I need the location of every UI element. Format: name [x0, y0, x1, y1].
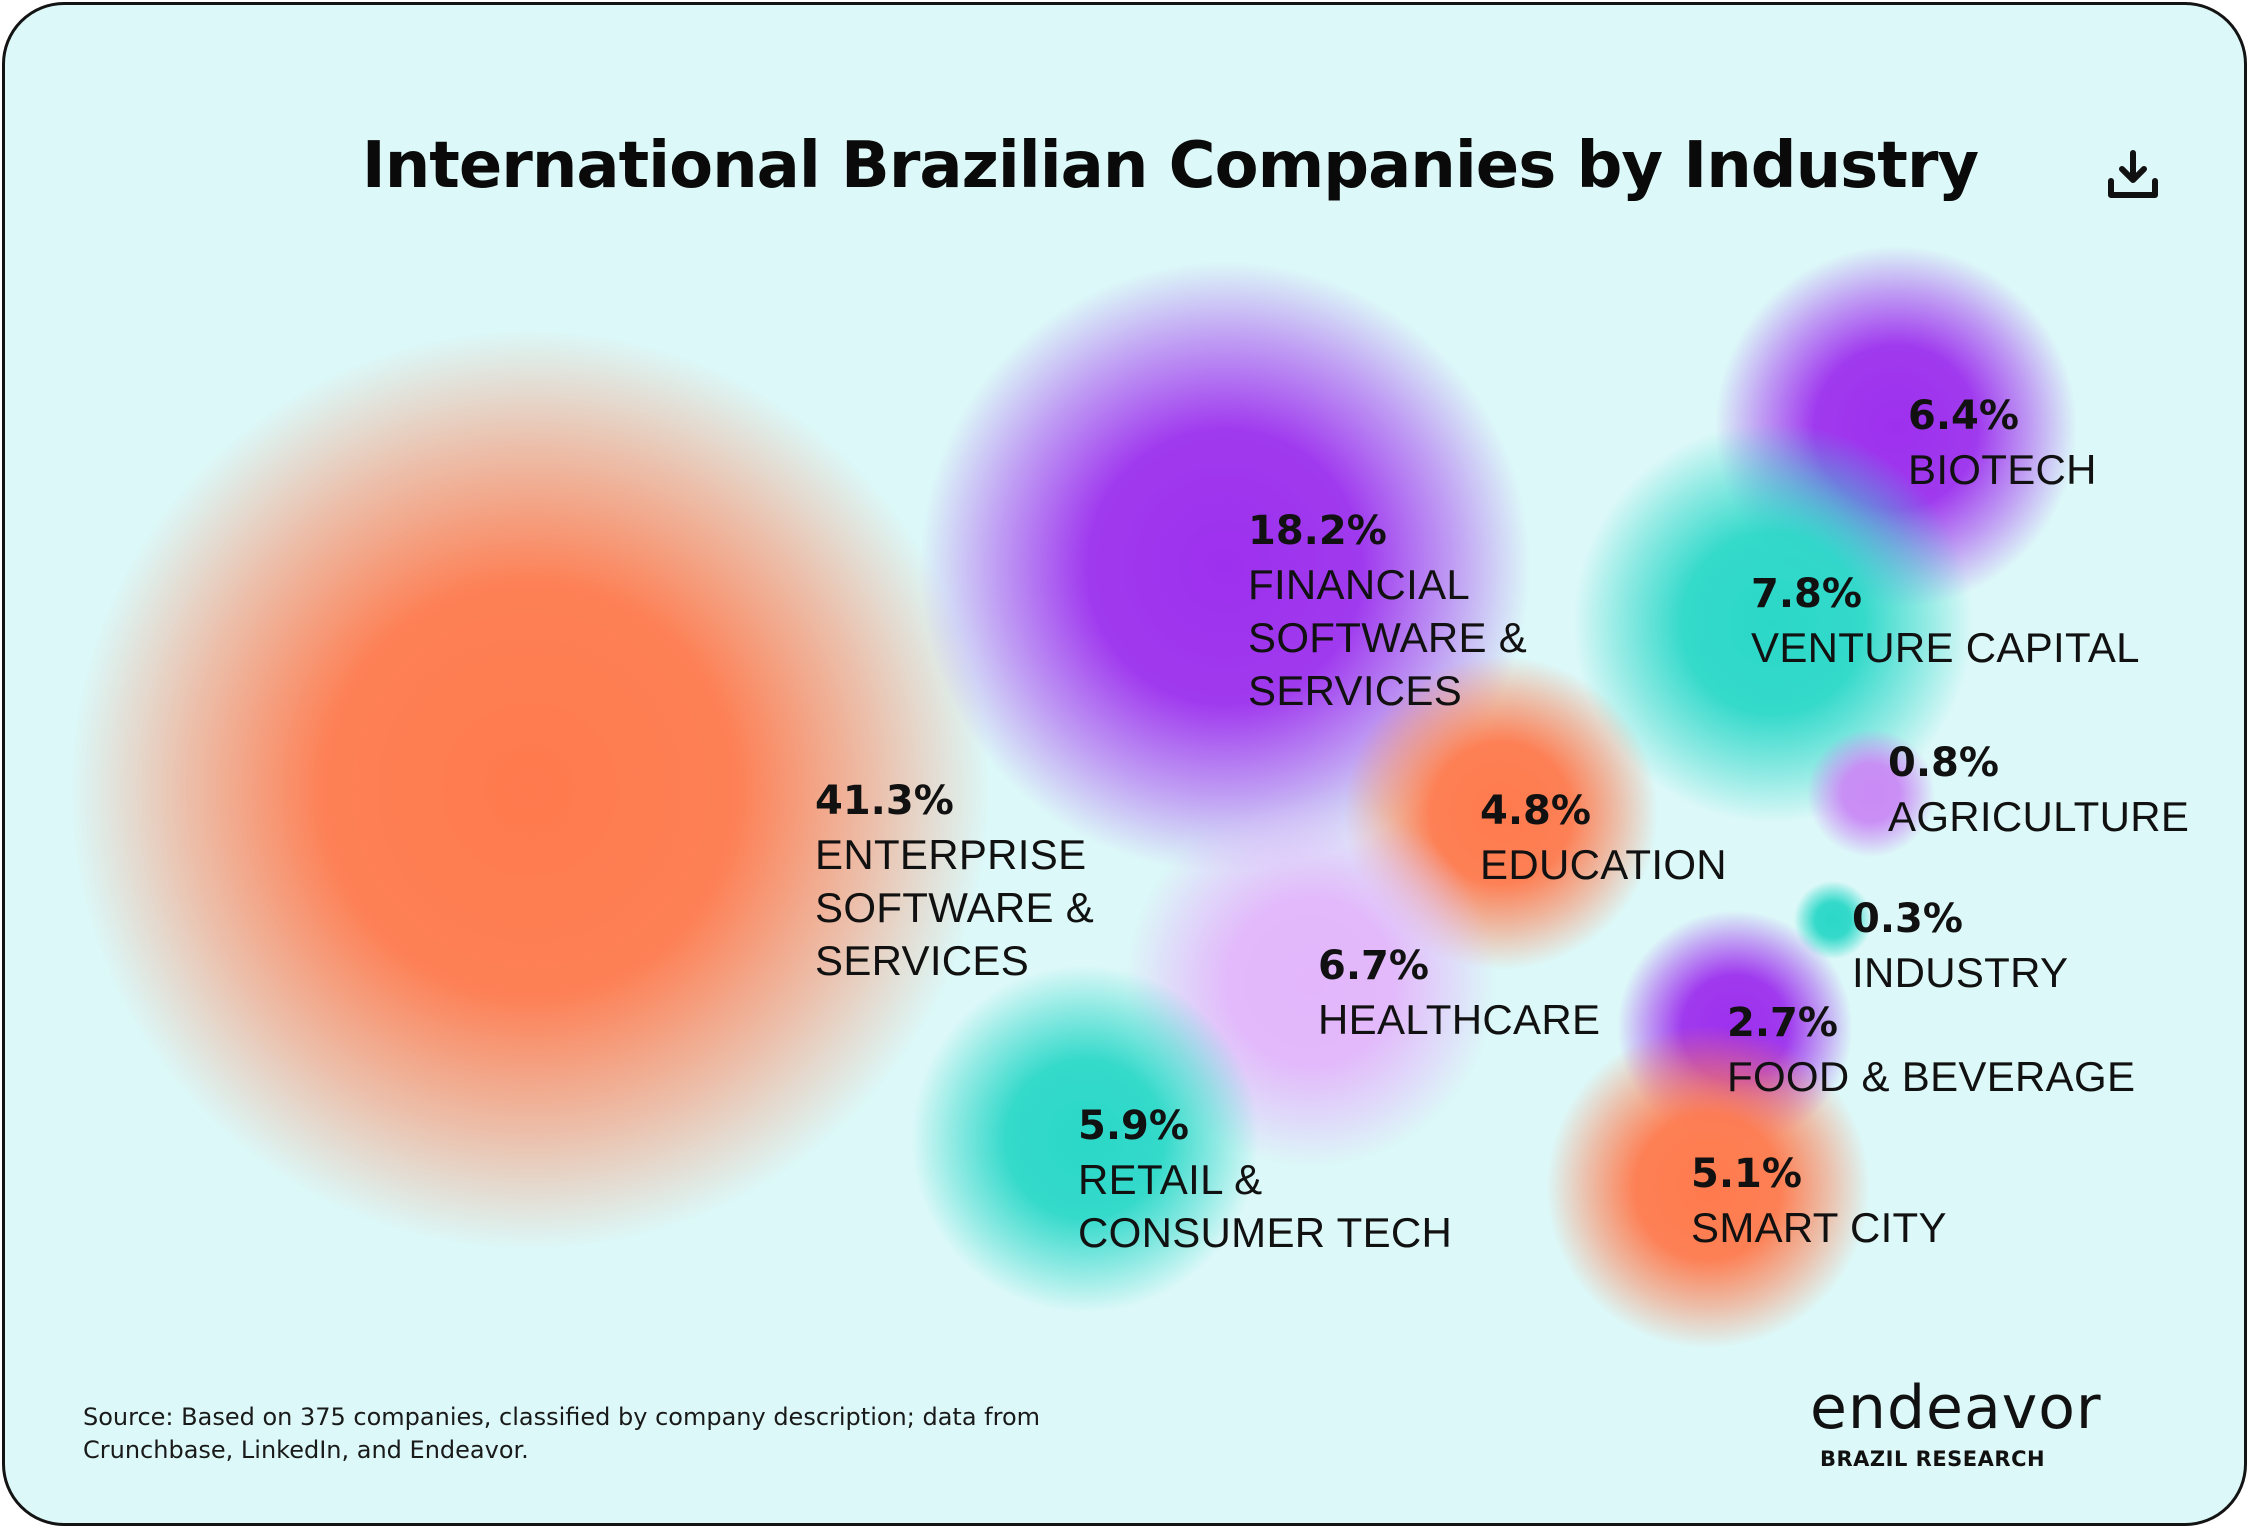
bubble-venture-capital — [1573, 423, 1973, 823]
value-label: 0.8% — [1888, 740, 1999, 786]
category-label: EDUCATION — [1480, 841, 1727, 888]
category-label: VENTURE CAPITAL — [1751, 624, 2140, 671]
category-label: INDUSTRY — [1852, 949, 2069, 996]
value-label: 2.7% — [1727, 1000, 1838, 1046]
data-label: 0.8% AGRICULTURE — [1888, 737, 2189, 843]
data-label: 7.8% VENTURE CAPITAL — [1751, 568, 2140, 674]
chart-title: International Brazilian Companies by Ind… — [361, 129, 1979, 203]
data-label: 2.7% FOOD & BEVERAGE — [1727, 997, 2135, 1103]
value-label: 6.7% — [1318, 943, 1429, 989]
category-label: AGRICULTURE — [1888, 793, 2190, 840]
bubble-enterprise-software-services — [70, 330, 990, 1250]
category-label: FOOD & BEVERAGE — [1727, 1053, 2136, 1100]
category-label: FINANCIAL SOFTWARE & SERVICES — [1248, 561, 1528, 714]
category-label: ENTERPRISE SOFTWARE & SERVICES — [815, 831, 1095, 984]
brand-subtitle: BRAZIL RESEARCH — [1820, 1447, 2046, 1471]
value-label: 18.2% — [1248, 508, 1387, 554]
bubble-layer — [70, 245, 2078, 1349]
category-label: HEALTHCARE — [1318, 996, 1601, 1043]
data-label: 41.3% ENTERPRISE SOFTWARE & SERVICES — [815, 775, 1094, 987]
value-label: 6.4% — [1908, 393, 2019, 439]
brand-logo: endeavor — [1810, 1373, 2102, 1443]
bubble-industry — [1793, 880, 1873, 960]
bubble-smart-city — [1546, 1025, 1870, 1349]
data-label: 18.2% FINANCIAL SOFTWARE & SERVICES — [1248, 505, 1527, 717]
data-label: 0.3% INDUSTRY — [1852, 893, 2068, 999]
value-label: 5.1% — [1691, 1151, 1802, 1197]
category-label: RETAIL & CONSUMER TECH — [1078, 1156, 1453, 1256]
data-label: 4.8% EDUCATION — [1480, 785, 1727, 891]
data-label: 5.1% SMART CITY — [1691, 1148, 1947, 1254]
value-label: 41.3% — [815, 778, 954, 824]
bubble-retail-consumer-tech — [911, 965, 1259, 1313]
source-note: Source: Based on 375 companies, classifi… — [83, 1403, 1041, 1464]
bubble-agriculture — [1806, 728, 1936, 858]
data-label: 6.7% HEALTHCARE — [1318, 940, 1600, 1046]
value-label: 4.8% — [1480, 788, 1591, 834]
data-label: 6.4% BIOTECH — [1908, 390, 2097, 496]
value-label: 0.3% — [1852, 896, 1963, 942]
category-label: BIOTECH — [1908, 446, 2097, 493]
value-label: 5.9% — [1078, 1103, 1189, 1149]
download-button[interactable] — [2103, 145, 2163, 205]
category-label: SMART CITY — [1691, 1204, 1947, 1251]
value-label: 7.8% — [1751, 571, 1862, 617]
download-icon — [2108, 150, 2158, 198]
data-label: 5.9% RETAIL & CONSUMER TECH — [1078, 1100, 1452, 1259]
